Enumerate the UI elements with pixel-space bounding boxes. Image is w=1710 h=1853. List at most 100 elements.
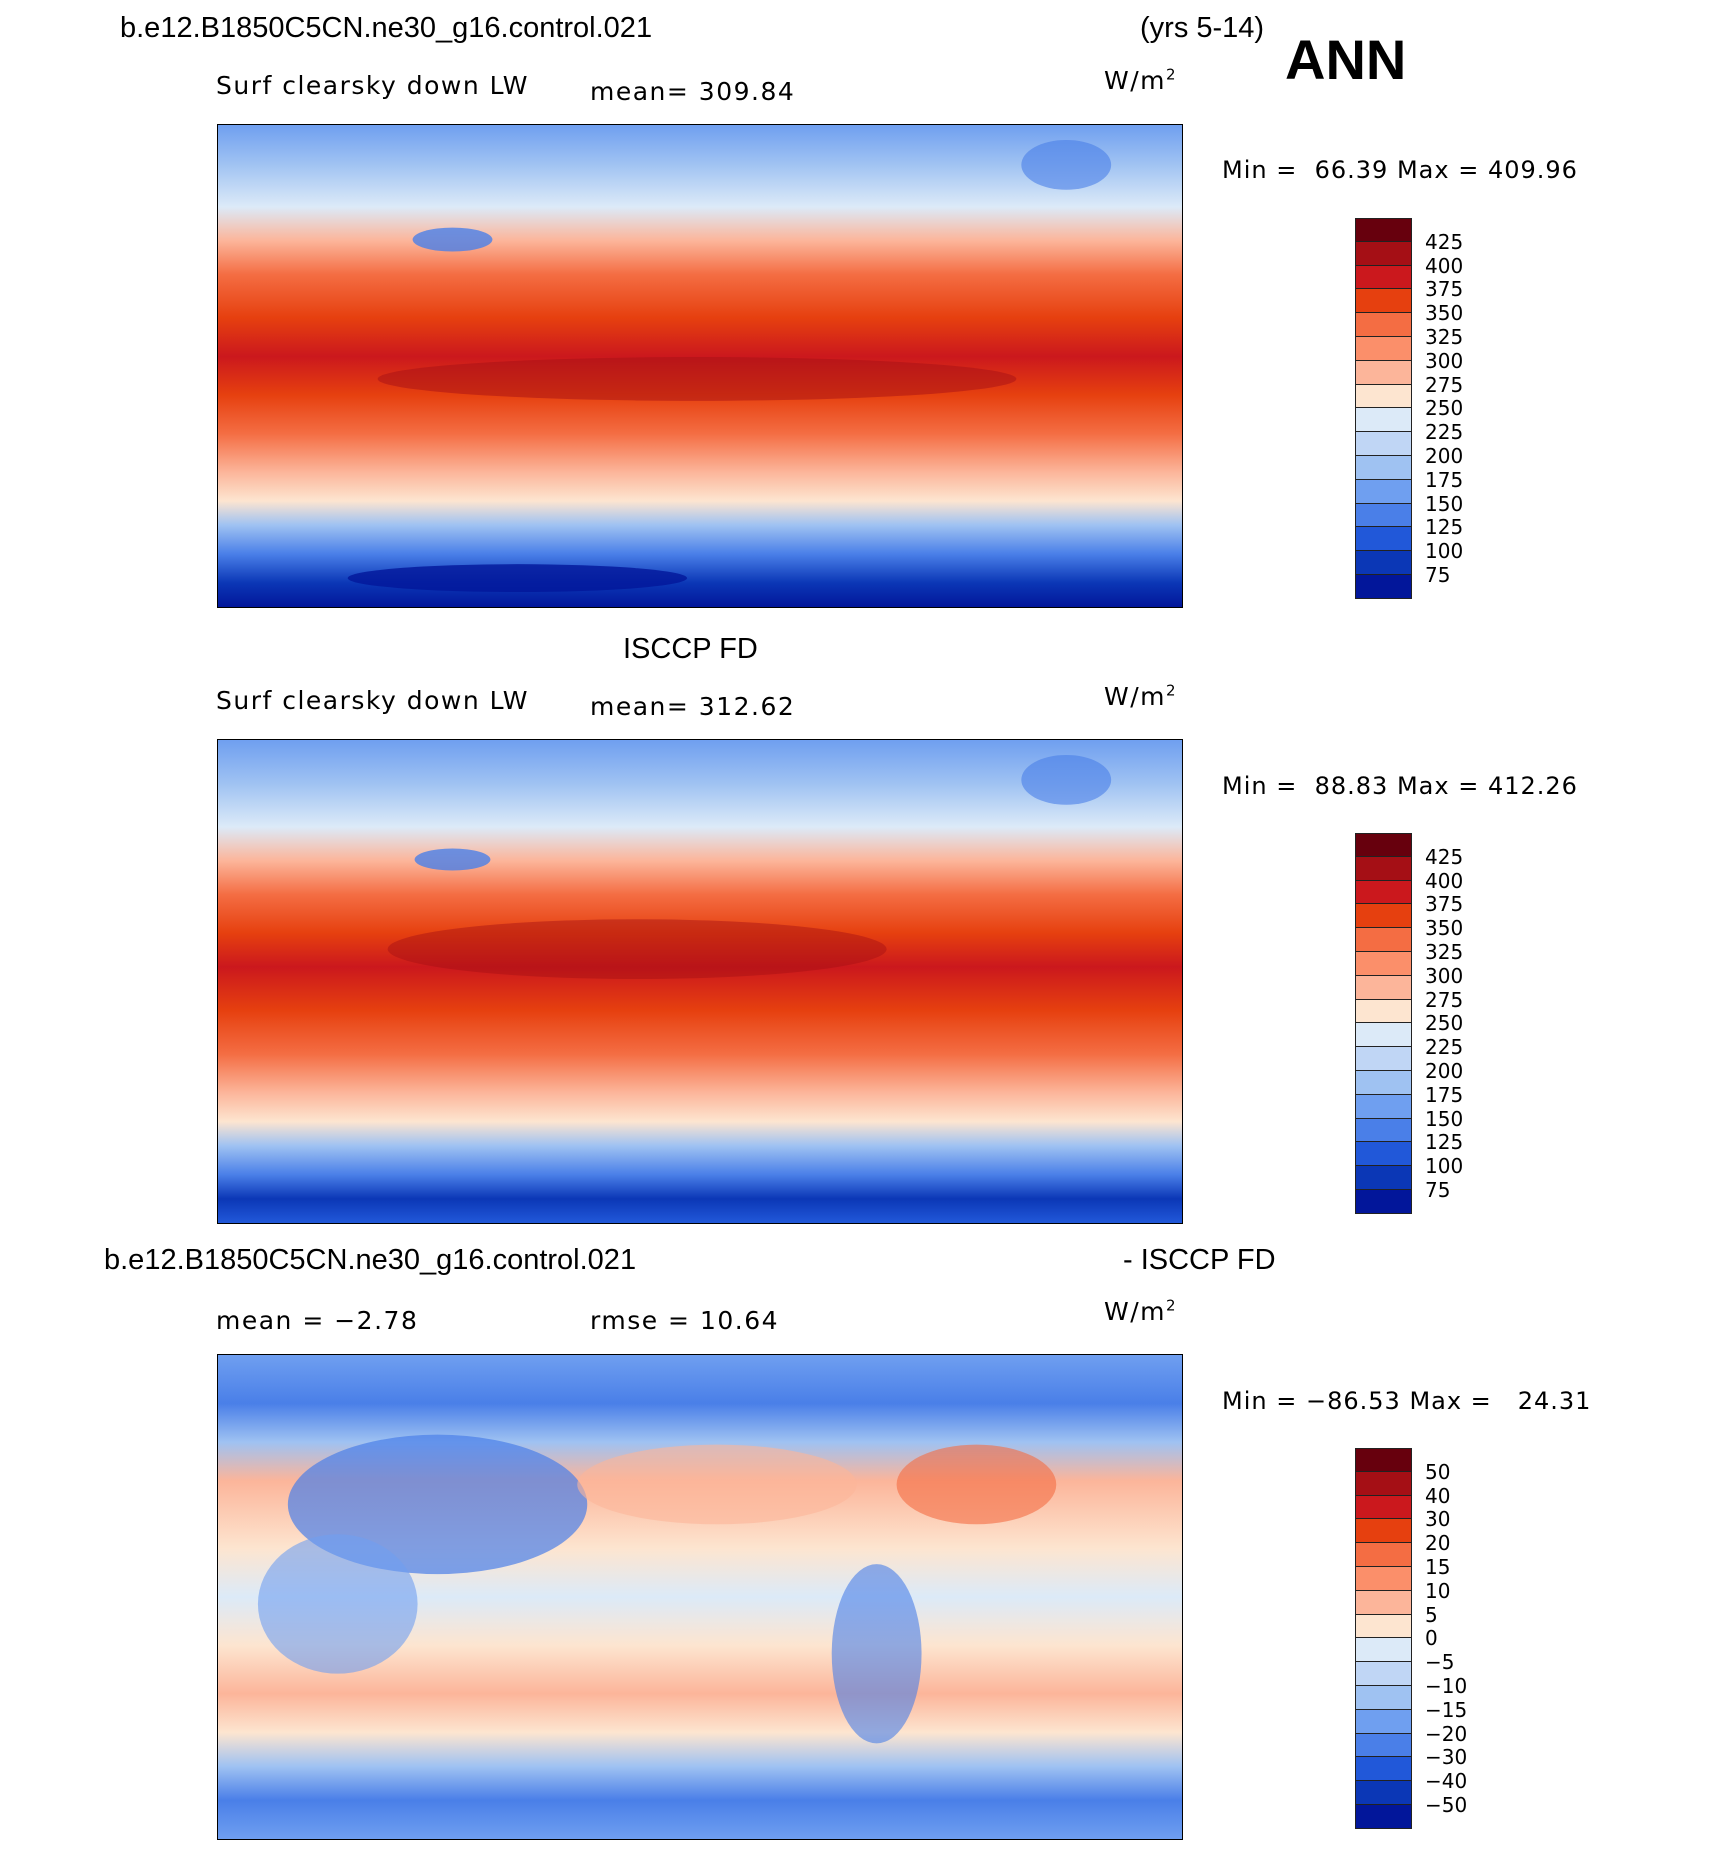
colorbar-tick-label: −40 xyxy=(1425,1769,1468,1794)
colorbar-tick-label: 0 xyxy=(1425,1626,1438,1651)
panel2-map xyxy=(217,739,1183,1224)
colorbar-swatch xyxy=(1355,479,1412,504)
colorbar-tick-label: 200 xyxy=(1425,444,1464,468)
colorbar-tick-label: 150 xyxy=(1425,491,1464,516)
colorbar-swatch xyxy=(1355,975,1412,1000)
colorbar-tick-label: 275 xyxy=(1425,372,1464,397)
colorbar-tick-label: −30 xyxy=(1425,1745,1468,1770)
colorbar-swatch xyxy=(1355,1638,1412,1663)
colorbar-tick-label: 40 xyxy=(1425,1483,1451,1508)
colorbar-tick-label: 275 xyxy=(1425,987,1464,1012)
panel2-map-svg xyxy=(218,740,1182,1223)
panel2-units: W/m2 xyxy=(1104,681,1178,711)
panel3-colorbar xyxy=(1355,1448,1412,1829)
colorbar-tick-label: 175 xyxy=(1425,467,1464,492)
colorbar-swatch xyxy=(1355,289,1412,314)
panel3-minmax: Min = −86.53 Max = 24.31 xyxy=(1222,1387,1592,1415)
colorbar-tick-label: 400 xyxy=(1425,868,1464,893)
colorbar-swatch xyxy=(1355,1495,1412,1520)
panel2-minmax: Min = 88.83 Max = 412.26 xyxy=(1222,772,1578,800)
colorbar-swatch xyxy=(1355,928,1412,952)
colorbar-swatch xyxy=(1355,1662,1412,1686)
panel1-variable: Surf clearsky down LW xyxy=(216,71,530,100)
colorbar-swatch xyxy=(1355,1047,1412,1071)
colorbar-swatch xyxy=(1355,1118,1412,1143)
panel3-map-svg xyxy=(218,1355,1182,1839)
colorbar-tick-label: 425 xyxy=(1425,844,1464,869)
colorbar-swatch xyxy=(1355,313,1412,337)
years-label: (yrs 5-14) xyxy=(1140,12,1265,44)
colorbar-tick-label: 325 xyxy=(1425,940,1464,964)
case-title: b.e12.B1850C5CN.ne30_g16.control.021 xyxy=(120,12,653,44)
colorbar-swatch xyxy=(1355,360,1412,385)
panel2-mean: mean= 312.62 xyxy=(590,692,796,721)
colorbar-tick-label: 20 xyxy=(1425,1531,1451,1556)
colorbar-tick-label: 400 xyxy=(1425,253,1464,278)
colorbar-swatch xyxy=(1355,904,1412,929)
colorbar-tick-label: 300 xyxy=(1425,348,1464,373)
panel3-rmse: rmse = 10.64 xyxy=(590,1306,780,1335)
colorbar-swatch xyxy=(1355,1166,1412,1190)
panel1-minmax: Min = 66.39 Max = 409.96 xyxy=(1222,156,1578,184)
colorbar-swatch xyxy=(1355,1070,1412,1095)
colorbar-swatch xyxy=(1355,1189,1412,1214)
colorbar-swatch xyxy=(1355,1757,1412,1782)
colorbar-swatch xyxy=(1355,218,1412,242)
colorbar-tick-label: −20 xyxy=(1425,1721,1468,1746)
colorbar-swatch xyxy=(1355,1804,1412,1829)
colorbar-swatch xyxy=(1355,1543,1412,1567)
colorbar-swatch xyxy=(1355,527,1412,552)
season-label: ANN xyxy=(1285,28,1407,91)
panel1-colorbar xyxy=(1355,218,1412,599)
colorbar-tick-label: −50 xyxy=(1425,1793,1468,1817)
colorbar-swatch xyxy=(1355,1448,1412,1472)
colorbar-swatch xyxy=(1355,880,1412,905)
colorbar-tick-label: 150 xyxy=(1425,1106,1464,1131)
colorbar-swatch xyxy=(1355,432,1412,456)
colorbar-swatch xyxy=(1355,1685,1412,1710)
panel2-variable: Surf clearsky down LW xyxy=(216,686,530,715)
panel3-map xyxy=(217,1354,1183,1840)
colorbar-tick-label: 375 xyxy=(1425,892,1464,917)
colorbar-swatch xyxy=(1355,1709,1412,1734)
colorbar-tick-label: 100 xyxy=(1425,539,1464,564)
colorbar-tick-label: 5 xyxy=(1425,1602,1438,1627)
colorbar-tick-label: 250 xyxy=(1425,396,1464,421)
colorbar-swatch xyxy=(1355,999,1412,1024)
colorbar-swatch xyxy=(1355,1781,1412,1805)
colorbar-tick-label: −10 xyxy=(1425,1674,1468,1698)
colorbar-tick-label: 15 xyxy=(1425,1555,1451,1579)
panel2-title: ISCCP FD xyxy=(623,633,758,665)
colorbar-swatch xyxy=(1355,1519,1412,1544)
colorbar-tick-label: 75 xyxy=(1425,563,1451,587)
colorbar-tick-label: 125 xyxy=(1425,515,1464,540)
colorbar-tick-label: 225 xyxy=(1425,420,1464,445)
colorbar-tick-label: 375 xyxy=(1425,277,1464,302)
colorbar-swatch xyxy=(1355,1023,1412,1048)
colorbar-swatch xyxy=(1355,503,1412,528)
colorbar-tick-label: 100 xyxy=(1425,1154,1464,1179)
colorbar-swatch xyxy=(1355,951,1412,976)
colorbar-tick-label: 250 xyxy=(1425,1011,1464,1036)
colorbar-swatch xyxy=(1355,1094,1412,1119)
colorbar-tick-label: 175 xyxy=(1425,1082,1464,1107)
colorbar-swatch xyxy=(1355,574,1412,599)
colorbar-swatch xyxy=(1355,1471,1412,1496)
colorbar-swatch xyxy=(1355,241,1412,266)
panel1-map-svg xyxy=(218,125,1182,607)
colorbar-tick-label: −15 xyxy=(1425,1697,1468,1722)
colorbar-tick-label: 325 xyxy=(1425,325,1464,349)
colorbar-swatch xyxy=(1355,1142,1412,1167)
colorbar-swatch xyxy=(1355,455,1412,480)
colorbar-swatch xyxy=(1355,336,1412,361)
panel3-mean: mean = −2.78 xyxy=(216,1306,419,1335)
colorbar-tick-label: 30 xyxy=(1425,1507,1451,1532)
colorbar-tick-label: 75 xyxy=(1425,1178,1451,1202)
colorbar-swatch xyxy=(1355,1614,1412,1639)
panel2-colorbar xyxy=(1355,833,1412,1214)
colorbar-swatch xyxy=(1355,551,1412,575)
panel1-map xyxy=(217,124,1183,608)
colorbar-tick-label: 125 xyxy=(1425,1130,1464,1155)
colorbar-tick-label: 200 xyxy=(1425,1059,1464,1083)
colorbar-tick-label: 350 xyxy=(1425,916,1464,941)
